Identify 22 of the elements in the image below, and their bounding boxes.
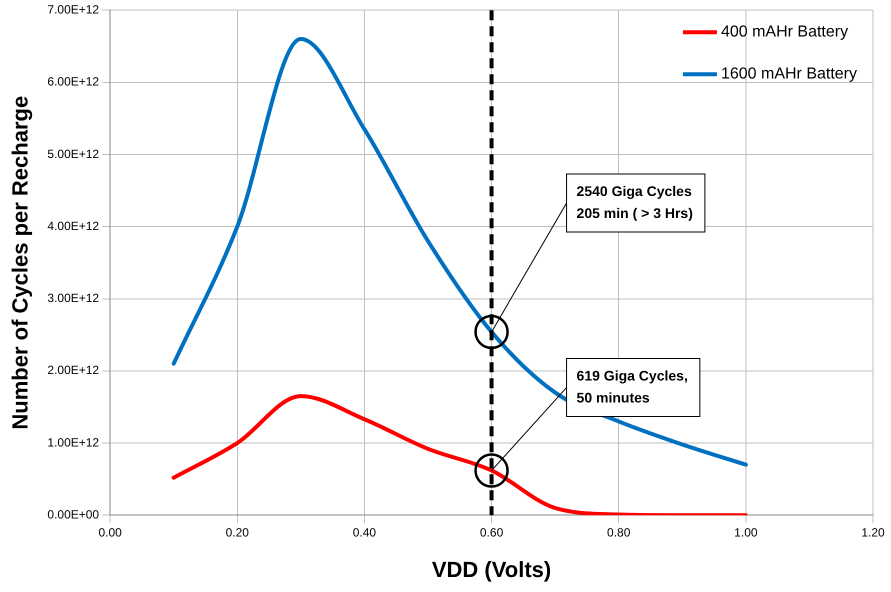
legend-label: 1600 mAHr Battery xyxy=(720,66,858,83)
line-series xyxy=(172,394,748,516)
x-tick-label: 1.00 xyxy=(734,526,758,540)
x-tick-label: 0.60 xyxy=(480,526,504,540)
annotation: 619 Giga Cycles, 50 minutes xyxy=(576,367,688,406)
y-tick-label: 6.00E+12 xyxy=(47,74,100,89)
x-axis-title: VDD (Volts) xyxy=(432,556,552,582)
y-tick-label: 4.00E+12 xyxy=(47,218,100,233)
y-tick-label: 1.00E+12 xyxy=(47,435,100,450)
y-tick-label: 0.00E+00 xyxy=(47,508,100,522)
x-tick-label: 1.20 xyxy=(861,526,885,540)
x-tick-label: 0.80 xyxy=(607,526,631,540)
y-axis-title: Number of Cycles per Recharge xyxy=(7,96,32,430)
annotation: 2540 Giga Cycles 205 min ( > 3 Hrs) xyxy=(576,182,693,221)
y-tick-label: 2.00E+12 xyxy=(47,363,100,378)
y-tick-label: 3.00E+12 xyxy=(47,291,100,306)
y-tick-label: 7.00E+12 xyxy=(47,2,100,17)
legend-label: 400 mAHr Battery xyxy=(720,24,848,41)
x-tick-label: 0.00 xyxy=(98,526,122,540)
x-tick-label: 0.20 xyxy=(226,526,250,540)
x-tick-label: 0.40 xyxy=(352,526,376,540)
y-tick-label: 5.00E+12 xyxy=(47,146,100,161)
